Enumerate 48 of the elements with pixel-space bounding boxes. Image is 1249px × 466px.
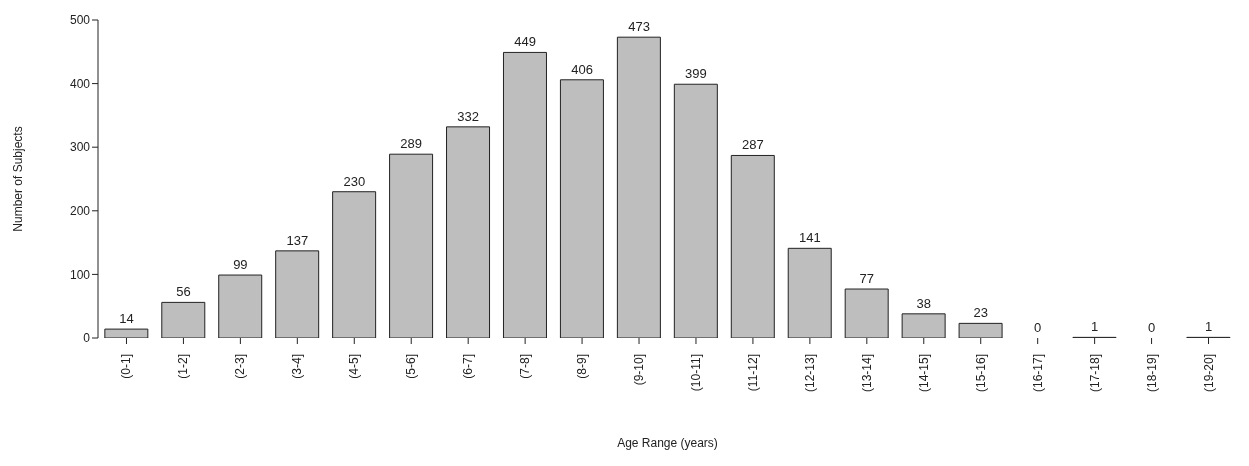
data-label: 332 [457,108,480,124]
x-tick-label: (16-17] [1030,354,1045,393]
data-label: 141 [799,230,821,246]
data-label: 1 [1204,319,1213,335]
data-label: 406 [571,61,593,77]
x-tick-label: (2-3] [233,354,248,379]
data-label: 0 [1147,320,1156,335]
y-tick-label: 200 [69,204,91,219]
y-tick-label: 300 [69,140,91,155]
y-axis-title: Number of Subjects [11,126,26,232]
data-label: 399 [685,66,707,82]
data-label: 473 [628,19,650,35]
x-tick-label: (15-16] [973,354,988,393]
data-label: 230 [343,173,366,189]
x-tick-label: (14-15] [916,354,931,393]
data-label: 287 [742,137,764,153]
x-tick-label: (3-4] [290,354,305,379]
x-tick-label: (0-1] [119,354,134,379]
x-tick-label: (4-5] [347,354,362,379]
data-label: 449 [514,34,536,50]
x-axis-title: Age Range (years) [617,435,718,450]
data-label: 23 [973,305,988,321]
x-tick-label: (5-6] [404,354,419,379]
x-tick-label: (7-8] [518,354,533,379]
y-tick-label: 500 [69,13,91,28]
y-tick-label: 400 [69,76,91,91]
y-tick-label: 0 [83,331,91,346]
x-tick-label: (17-18] [1087,354,1102,393]
x-tick-label: (1-2] [176,354,191,379]
data-label: 1 [1091,319,1099,335]
data-label: 56 [176,284,191,300]
data-label: 14 [119,311,134,327]
x-tick-label: (10-11] [688,354,703,392]
data-label: 38 [916,295,932,311]
data-label: 77 [859,271,875,287]
data-label: 99 [233,257,248,273]
x-tick-label: (12-13] [802,354,817,393]
y-tick-label: 100 [69,267,91,282]
x-tick-label: (9-10] [632,354,647,386]
x-tick-label: (13-14] [859,354,874,393]
x-tick-label: (8-9] [575,354,590,379]
data-label: 289 [400,136,423,152]
x-tick-label: (11-12] [745,354,760,392]
x-tick-label: (6-7] [461,354,476,379]
x-tick-label: (18-19] [1144,354,1159,393]
data-label: 137 [286,232,309,248]
x-tick-label: (19-20] [1201,354,1216,393]
data-label: 0 [1034,320,1042,335]
